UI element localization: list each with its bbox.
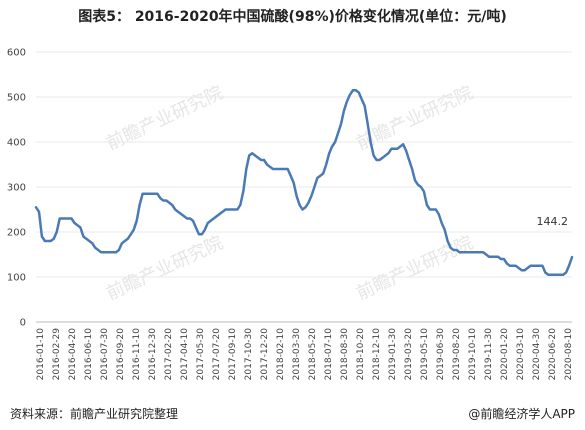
- price-line: [34, 89, 574, 277]
- x-tick-label: 2017-05-30: [196, 328, 206, 381]
- x-tick-label: 2016-07-30: [100, 328, 110, 381]
- x-tick-label: 2017-12-20: [260, 328, 270, 381]
- x-tick-label: 2018-05-20: [308, 328, 318, 381]
- watermark-text: 前瞻产业研究院: [353, 232, 476, 304]
- x-tick-label: 2018-03-30: [292, 328, 302, 381]
- x-tick-label: 2018-10-20: [356, 328, 366, 381]
- y-tick-label: 0: [20, 318, 26, 329]
- grid: [36, 51, 572, 323]
- x-tick-label: 2017-10-30: [244, 328, 254, 381]
- y-tick-label: 400: [7, 138, 26, 149]
- x-tick-label: 2020-03-10: [516, 328, 526, 381]
- x-axis: 2016-01-10 2016-02-29 2016-04-20 2016-06-10…: [36, 328, 574, 381]
- annotations: 144.2: [537, 215, 569, 228]
- brand-credit: @前瞻经济学人APP: [468, 407, 575, 421]
- x-tick-label: 2020-01-20: [500, 328, 510, 381]
- x-tick-label: 2016-11-10: [132, 328, 142, 381]
- watermark-text: 前瞻产业研究院: [103, 82, 226, 154]
- x-tick-label: 2019-08-20: [452, 328, 462, 381]
- x-tick-label: 2017-04-10: [180, 328, 190, 381]
- series: [34, 89, 574, 277]
- x-tick-label: 2018-07-10: [324, 328, 334, 381]
- x-tick-label: 2016-04-20: [68, 328, 78, 381]
- x-tick-label: 2017-09-10: [228, 328, 238, 381]
- chart-title: 图表5： 2016-2020年中国硫酸(98%)价格变化情况(单位：元/吨): [78, 9, 507, 25]
- x-tick-label: 2020-04-30: [532, 328, 542, 381]
- x-tick-label: 2019-10-10: [468, 328, 478, 381]
- source-note: 资料来源：前瞻产业研究院整理: [10, 407, 179, 421]
- x-tick-label: 2016-09-20: [116, 328, 126, 381]
- x-tick-label: 2019-03-20: [404, 328, 414, 381]
- y-axis: 0 100 200 300 400 500 600: [7, 48, 26, 329]
- x-tick-label: 2019-01-30: [388, 328, 398, 381]
- x-tick-label: 2019-06-30: [436, 328, 446, 381]
- x-tick-label: 2016-06-10: [84, 328, 94, 381]
- x-tick-label: 2017-02-20: [164, 328, 174, 381]
- y-tick-label: 500: [7, 93, 26, 104]
- last-value-label: 144.2: [537, 215, 569, 228]
- x-tick-label: 2020-06-20: [548, 328, 558, 381]
- x-tick-label: 2019-11-30: [484, 328, 494, 381]
- x-tick-label: 2018-02-10: [276, 328, 286, 381]
- x-tick-label: 2020-08-10: [564, 328, 574, 381]
- y-tick-label: 100: [7, 273, 26, 284]
- x-tick-label: 2016-02-29: [52, 328, 62, 381]
- x-tick-label: 2017-07-20: [212, 328, 222, 381]
- y-tick-label: 600: [7, 48, 26, 59]
- x-tick-label: 2019-05-10: [420, 328, 430, 381]
- y-tick-label: 200: [7, 228, 26, 239]
- x-tick-label: 2018-08-30: [340, 328, 350, 381]
- x-tick-label: 2018-12-10: [372, 328, 382, 381]
- y-tick-label: 300: [7, 183, 26, 194]
- x-tick-label: 2016-01-10: [36, 328, 46, 381]
- x-tick-label: 2016-12-30: [148, 328, 158, 381]
